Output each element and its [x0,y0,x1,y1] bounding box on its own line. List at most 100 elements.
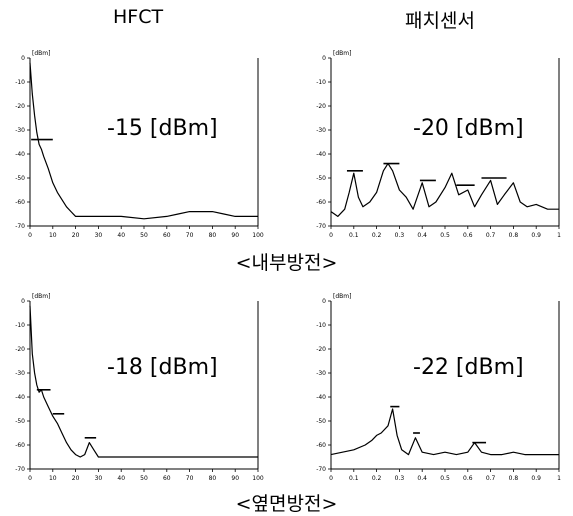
hfct-column-header: HFCT [113,6,164,28]
y-tick-label: -40 [15,151,25,158]
x-tick-label: 0 [329,475,333,482]
y-tick-label: -30 [15,370,25,377]
x-tick-label: 30 [95,232,103,239]
y-tick-label: -10 [15,322,25,329]
y-tick-label: -20 [316,346,326,353]
y-axis-label: [dBm] [333,293,351,300]
x-tick-label: 70 [186,475,194,482]
spectrum-line [330,162,559,217]
y-tick-label: -10 [316,322,326,329]
y-tick-label: -50 [316,418,326,425]
spectrum-line [29,62,258,220]
chart-annotation: -20 [dBm] [413,116,524,141]
y-tick-label: -20 [316,103,326,110]
x-tick-label: 1 [557,232,561,239]
chart-svg: [dBm]0-10-20-30-40-50-60-700 10 20 30 40 50 60… [15,50,264,239]
x-tick-label: 50 [140,475,148,482]
x-tick-label: 0.2 [372,475,382,482]
x-tick-label: 1 [557,475,561,482]
x-tick-label: 0.9 [531,232,541,239]
chart-svg: [dBm]0-10-20-30-40-50-60-700 0.1 0.2 0.3 0.4… [316,293,561,482]
x-tick-label: 0.6 [463,475,473,482]
chart-svg: [dBm]0-10-20-30-40-50-60-700 0.1 0.2 0.3 0.4… [316,50,561,239]
y-axis-label: [dBm] [333,50,351,57]
y-tick-label: -40 [316,151,326,158]
x-tick-label: 20 [72,232,80,239]
chart-patch-internal: [dBm] 0 -10 -20 -30 -40 -50 -60 -70 0 0.1 0.2 0.3 0.4… [313,46,561,251]
y-tick-label: -50 [15,418,25,425]
y-axis-label: [dBm] [32,293,50,300]
x-tick-label: 40 [117,232,125,239]
x-tick-label: 90 [231,232,239,239]
chart-patch-side: [dBm] 0 -10 -20 -30 -40 -50 -60 -70 0 0.1 0.2 0.3 0.4… [313,289,561,494]
chart-svg: [dBm]0-10-20-30-40-50-60-700 10 20 30 40 50 60… [15,293,264,482]
x-tick-label: 100 [252,232,264,239]
patch-sensor-column-header: 패치센서 [405,10,475,32]
x-tick-label: 0.4 [417,232,427,239]
y-tick-label: -40 [316,394,326,401]
x-tick-label: 0.1 [349,232,359,239]
x-tick-label: 0.5 [440,475,450,482]
chart-hfct-side: [dBm] 0 -10 -20 -30 -40 -50 -60 -70 0 10 20 30 40 50 60… [12,289,264,494]
chart-annotation: -18 [dBm] [107,355,218,380]
chart-annotation: -15 [dBm] [107,116,218,141]
x-tick-label: 30 [95,475,103,482]
y-tick-label: -60 [15,199,25,206]
y-tick-label: -60 [316,199,326,206]
section-label-internal-discharge: <내부방전> [235,252,338,274]
x-tick-label: 0.5 [440,232,450,239]
x-tick-label: 50 [140,232,148,239]
y-tick-label: -30 [15,127,25,134]
y-tick-label: -20 [15,346,25,353]
x-tick-label: 0.8 [509,475,519,482]
x-tick-label: 0.1 [349,475,359,482]
y-tick-label: -30 [316,127,326,134]
y-tick-label: -60 [15,442,25,449]
x-tick-label: 20 [72,475,80,482]
x-tick-label: 10 [49,475,57,482]
y-tick-label: -10 [316,79,326,86]
x-tick-label: 0.7 [486,475,496,482]
section-label-side-discharge: <옆면방전> [235,493,338,515]
y-tick-label: -70 [15,466,25,473]
x-tick-label: 10 [49,232,57,239]
x-tick-label: 0.4 [417,475,427,482]
x-tick-label: 90 [231,475,239,482]
y-tick-label: 0 [322,298,326,305]
y-axis-label: [dBm] [32,50,50,57]
x-tick-label: 100 [252,475,264,482]
x-tick-label: 0.8 [509,232,519,239]
y-tick-label: 0 [322,55,326,62]
x-tick-label: 80 [209,475,217,482]
y-tick-label: 0 [21,55,25,62]
y-tick-label: 0 [21,298,25,305]
chart-annotation: -22 [dBm] [413,355,524,380]
y-tick-label: -40 [15,394,25,401]
y-tick-label: -60 [316,442,326,449]
x-tick-label: 60 [163,232,171,239]
y-tick-label: -50 [15,175,25,182]
x-tick-label: 0.3 [395,232,405,239]
x-tick-label: 0 [329,232,333,239]
x-tick-label: 0 [28,475,32,482]
spectrum-line [330,408,559,456]
x-tick-label: 0.9 [531,475,541,482]
x-tick-label: 70 [186,232,194,239]
y-tick-label: -70 [15,223,25,230]
x-tick-label: 80 [209,232,217,239]
x-tick-label: 0 [28,232,32,239]
y-tick-label: -50 [316,175,326,182]
y-tick-label: -30 [316,370,326,377]
x-tick-label: 0.7 [486,232,496,239]
x-tick-label: 0.3 [395,475,405,482]
y-tick-label: -70 [316,223,326,230]
y-tick-label: -10 [15,79,25,86]
x-tick-label: 0.6 [463,232,473,239]
x-tick-label: 0.2 [372,232,382,239]
x-tick-label: 40 [117,475,125,482]
x-tick-label: 60 [163,475,171,482]
y-tick-label: -70 [316,466,326,473]
chart-hfct-internal: [dBm] 0 -10 -20 -30 -40 -50 -60 -70 0 10 20 30 40 50 60… [12,46,264,251]
y-tick-label: -20 [15,103,25,110]
spectrum-line [29,305,258,458]
